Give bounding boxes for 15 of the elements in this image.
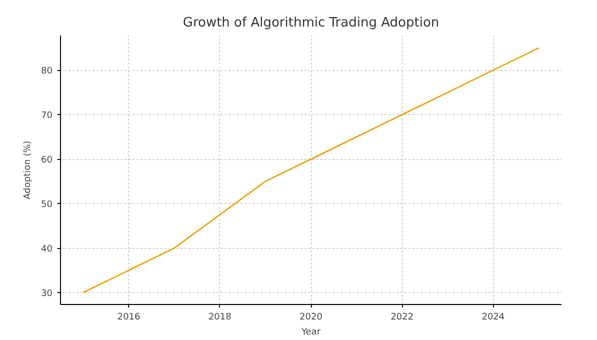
x-tick-label: 2018 xyxy=(208,312,232,322)
y-tick-label: 70 xyxy=(41,111,53,122)
y-tick-label: 60 xyxy=(41,156,53,166)
chart-title: Growth of Algorithmic Trading Adoption xyxy=(182,16,440,30)
x-tick-label: 2020 xyxy=(300,312,323,322)
x-tick-label: 2024 xyxy=(482,312,505,322)
line-series xyxy=(82,47,540,294)
x-axis-title: Year xyxy=(300,328,321,338)
x-tick-label: 2016 xyxy=(117,312,141,322)
y-tick-label: 40 xyxy=(41,244,53,255)
x-tick-label: 2022 xyxy=(390,312,414,322)
y-tick-label: 80 xyxy=(41,66,53,77)
y-axis-title: Adoption (%) xyxy=(23,140,34,200)
y-tick-label: 50 xyxy=(41,200,53,210)
y-tick-label: 30 xyxy=(41,288,53,299)
